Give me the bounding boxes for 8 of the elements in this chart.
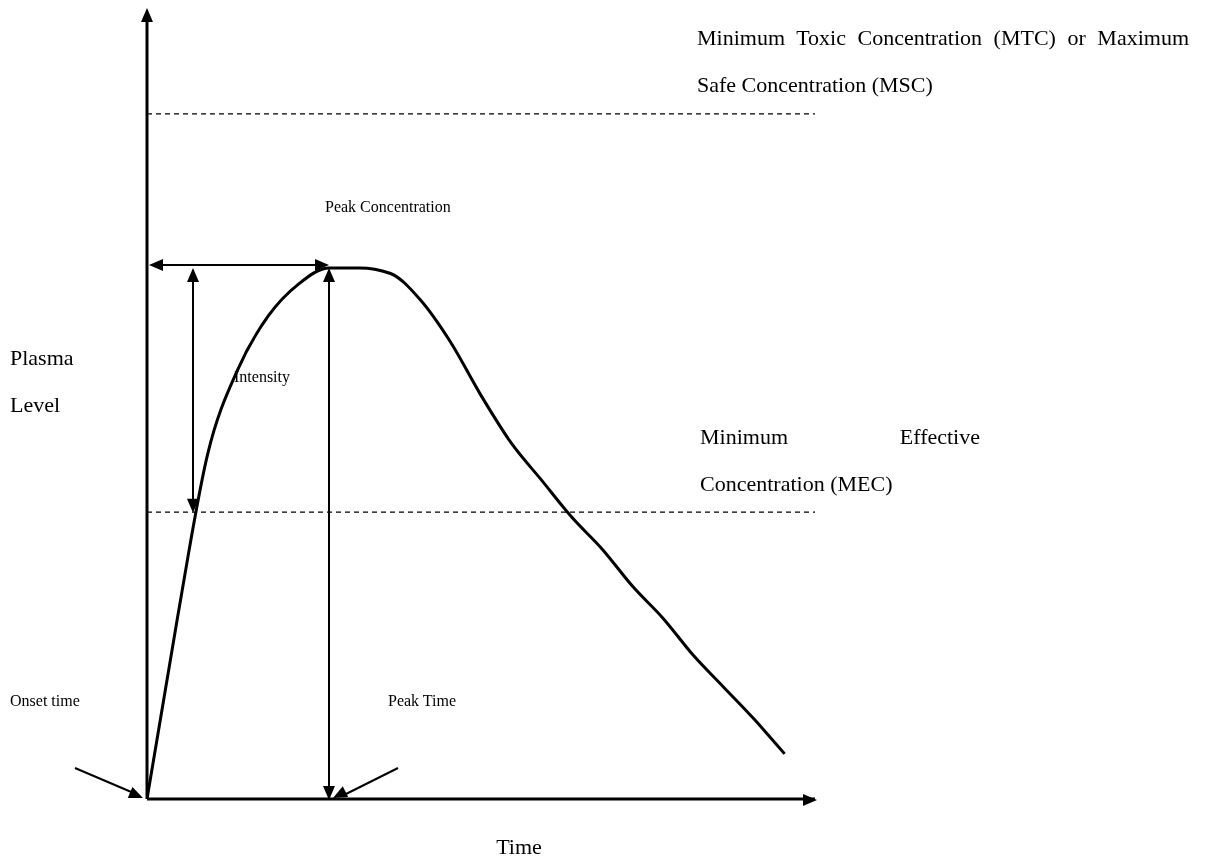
text: Onset time — [10, 692, 80, 709]
annotation: Intensity — [234, 368, 290, 385]
x-axis-title: Time — [496, 834, 542, 859]
ref-line-label: Minimum Effective Concentration (MEC) — [700, 423, 980, 496]
annotation: Peak Time — [388, 692, 457, 709]
ref-line-label: Minimum Toxic Concentration (MTC) or Maximum Safe Concentration (MSC) — [697, 25, 1189, 98]
text: Peak Concentration — [325, 198, 451, 215]
y-axis-title: Plasma Level — [10, 345, 74, 417]
